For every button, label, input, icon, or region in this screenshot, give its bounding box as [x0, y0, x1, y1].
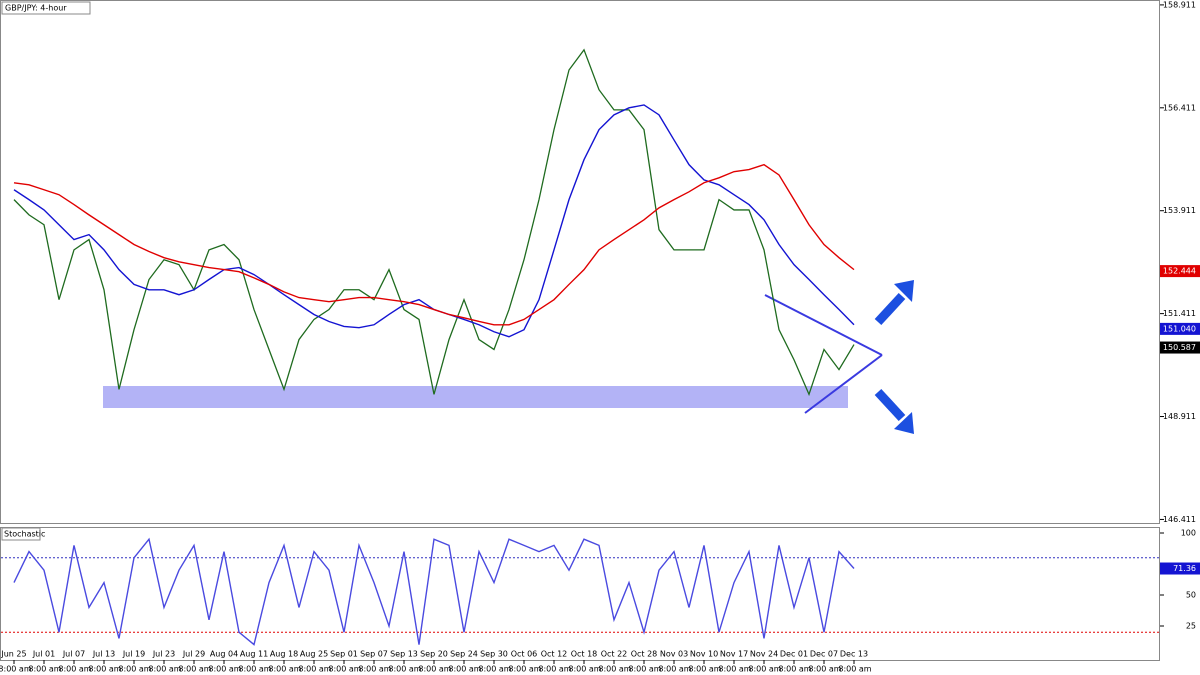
x-time-label: 8:00 am	[658, 665, 691, 674]
x-tick-label: Sep 20	[420, 650, 448, 659]
x-time-label: 8:00 am	[388, 665, 421, 674]
x-time-label: 8:00 am	[118, 665, 151, 674]
x-tick-label: Oct 22	[601, 650, 628, 659]
x-time-label: 8:00 am	[748, 665, 781, 674]
x-time-label: 8:00 am	[568, 665, 601, 674]
price-tag	[1160, 322, 1200, 335]
x-tick-label: Dec 07	[810, 650, 838, 659]
series-line	[13, 537, 855, 646]
x-tick-label: Nov 03	[660, 650, 688, 659]
x-tick-label: Sep 24	[450, 650, 478, 659]
x-tick-label: Jul 07	[62, 650, 85, 659]
x-tick-label: Jul 29	[182, 650, 205, 659]
price-tag	[1160, 562, 1200, 575]
x-time-label: 8:00 am	[28, 665, 61, 674]
x-tick-label: Dec 01	[780, 650, 808, 659]
y-tick-label: 148.911	[1163, 412, 1196, 421]
y-tick-label: 146.411	[1163, 515, 1196, 524]
x-tick-label: Jul 13	[92, 650, 115, 659]
stoch-title-box	[1, 527, 41, 541]
x-time-label: 8:00 am	[58, 665, 91, 674]
price-tag-label: 152.444	[1163, 267, 1196, 276]
x-time-label: 8:00 am	[538, 665, 571, 674]
x-time-label: 8:00 am	[448, 665, 481, 674]
x-tick-label: Jun 25	[0, 650, 26, 659]
price-panel	[0, 0, 1160, 524]
x-tick-label: Oct 18	[571, 650, 598, 659]
x-tick-label: Oct 12	[541, 650, 568, 659]
x-time-label: 8:00 am	[358, 665, 391, 674]
price-tag-label: 150.587	[1163, 343, 1196, 352]
series-line	[13, 48, 855, 397]
y-tick-label: 158.911	[1163, 0, 1196, 9]
stoch-panel	[0, 527, 1160, 661]
y-tick-label: 151.411	[1163, 309, 1196, 318]
support-zone	[103, 386, 848, 408]
x-time-label: 8:00 am	[688, 665, 721, 674]
x-time-label: 8:00 am	[88, 665, 121, 674]
x-time-label: 8:00 am	[418, 665, 451, 674]
y-tick-label: 153.911	[1163, 206, 1196, 215]
triangle-lower	[804, 354, 883, 414]
x-tick-label: Oct 28	[631, 650, 658, 659]
x-tick-label: Jul 23	[152, 650, 175, 659]
title-box	[1, 1, 91, 15]
x-tick-label: Nov 24	[750, 650, 778, 659]
x-time-label: 8:00 am	[328, 665, 361, 674]
x-tick-label: Aug 25	[300, 650, 328, 659]
y-tick-label: 100	[1181, 529, 1196, 538]
arrow-down	[874, 388, 914, 434]
x-tick-label: Nov 17	[720, 650, 748, 659]
x-time-label: 8:00 am	[628, 665, 661, 674]
y-tick-label: 50	[1186, 591, 1196, 600]
x-time-label: 8:00 am	[148, 665, 181, 674]
y-tick-label: 25	[1186, 622, 1196, 631]
x-time-label: 8:00 am	[298, 665, 331, 674]
x-tick-label: Sep 30	[480, 650, 508, 659]
x-time-label: 8:00 am	[208, 665, 241, 674]
x-tick-label: Aug 18	[270, 650, 298, 659]
x-time-label: 8:00 am	[178, 665, 211, 674]
x-time-label: 8:00 am	[238, 665, 271, 674]
x-time-label: 8:00 am	[478, 665, 511, 674]
price-tag-label: 71.36	[1173, 564, 1196, 573]
chart-title: GBP/JPY: 4-hour	[5, 4, 67, 13]
x-tick-label: Sep 13	[390, 650, 418, 659]
x-tick-label: Sep 01	[330, 650, 358, 659]
stoch-title: Stochastic	[4, 530, 45, 539]
x-tick-label: Sep 07	[360, 650, 388, 659]
y-tick-label: 156.411	[1163, 103, 1196, 112]
x-time-label: 8:00 am	[508, 665, 541, 674]
price-tag-label: 151.040	[1163, 324, 1196, 333]
x-tick-label: Aug 11	[240, 650, 268, 659]
price-tag	[1160, 265, 1200, 278]
x-tick-label: Aug 04	[210, 650, 238, 659]
x-time-label: 8:00 am	[808, 665, 841, 674]
x-time-label: 8:00 am	[838, 665, 871, 674]
x-time-label: 8:00 am	[598, 665, 631, 674]
x-tick-label: Dec 13	[840, 650, 868, 659]
arrow-up	[874, 280, 914, 326]
x-tick-label: Jul 01	[32, 650, 55, 659]
x-tick-label: Nov 10	[690, 650, 718, 659]
x-tick-label: Oct 06	[511, 650, 538, 659]
series-line	[13, 104, 855, 338]
price-tag	[1160, 341, 1200, 354]
series-line	[13, 163, 855, 326]
x-time-label: 8:00 am	[778, 665, 811, 674]
x-time-label: 8:00 am	[268, 665, 301, 674]
x-time-label: 8:00 am	[0, 665, 32, 674]
x-tick-label: Jul 19	[122, 650, 145, 659]
triangle-upper	[764, 294, 883, 356]
x-time-label: 8:00 am	[718, 665, 751, 674]
